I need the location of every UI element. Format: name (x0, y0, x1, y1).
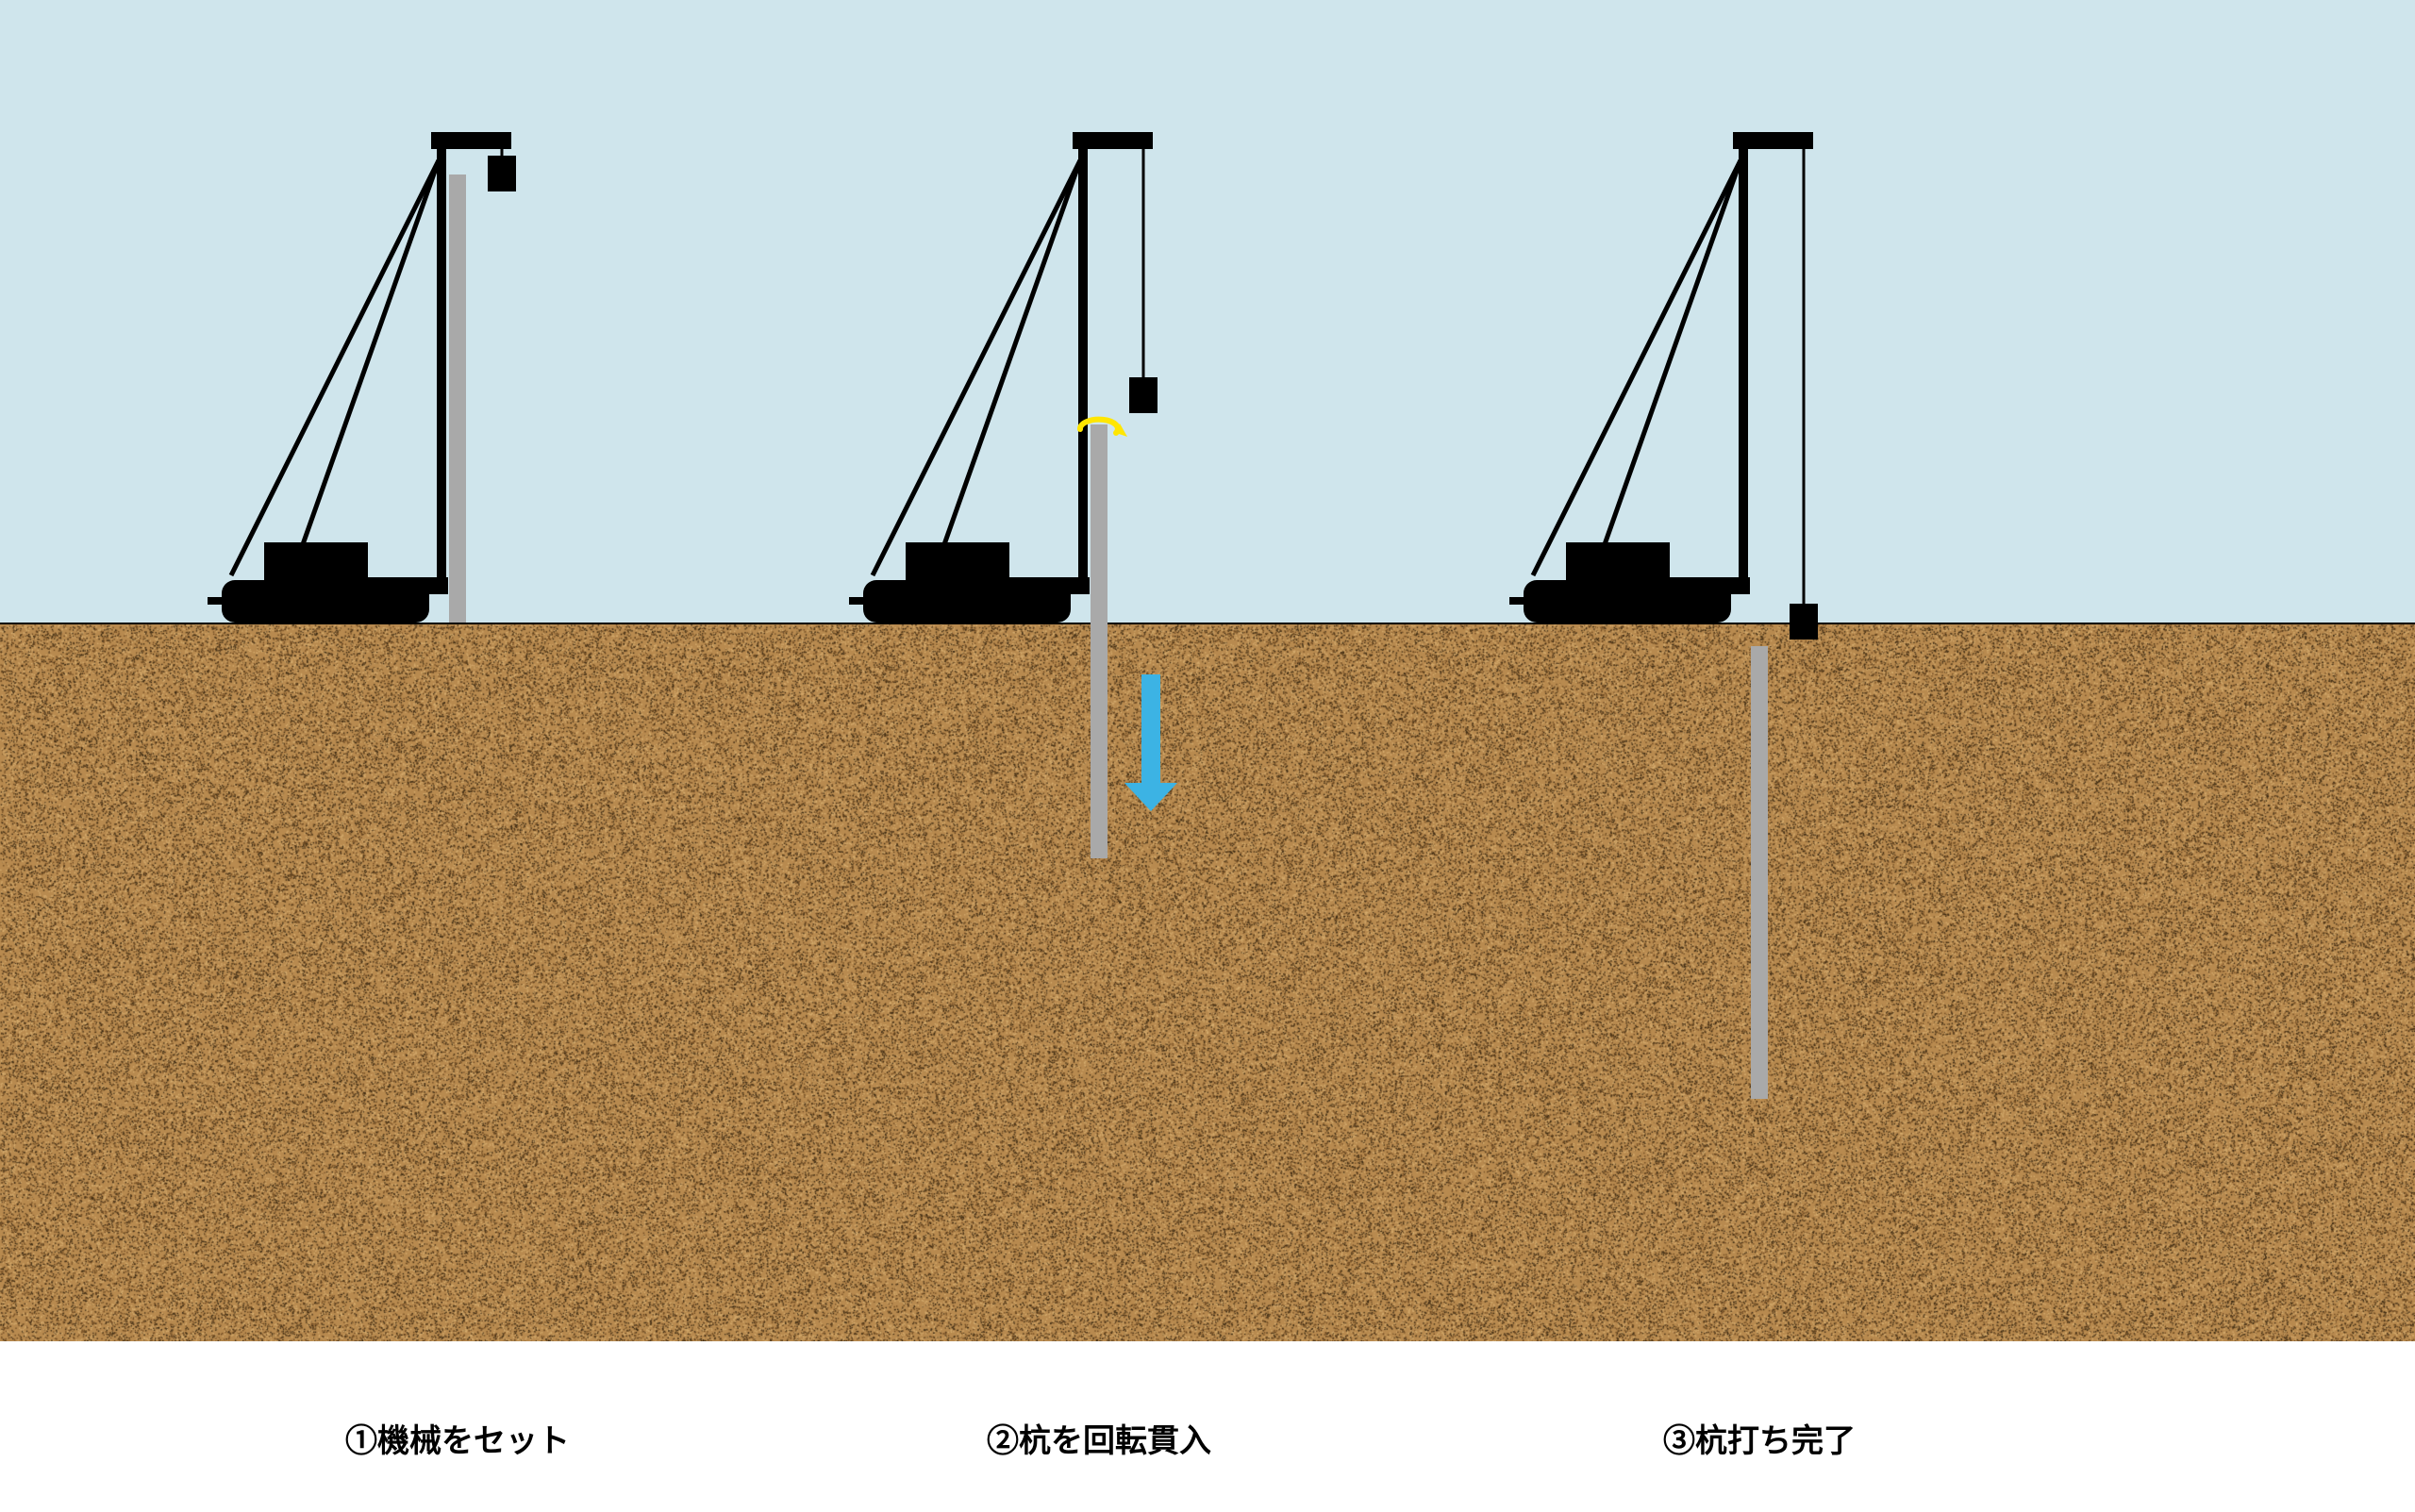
mast (1739, 132, 1748, 590)
hammer-block (1790, 604, 1818, 640)
down-arrow-icon (1124, 674, 1177, 811)
back-stay (1533, 160, 1740, 575)
tracks (222, 580, 429, 623)
mast-arm (1073, 132, 1153, 149)
pile-driver (849, 132, 1177, 858)
track-tail (208, 597, 228, 605)
pile-driver (1509, 132, 1818, 1099)
diagram-overlay (0, 0, 2415, 1512)
pile (449, 174, 466, 623)
mast (1078, 132, 1088, 590)
mast (437, 132, 446, 590)
pile (1091, 424, 1108, 858)
step-label: ③杭打ち完了 (1590, 1415, 1929, 1461)
tracks (1524, 580, 1731, 623)
pile-driver (208, 132, 516, 623)
hammer-block (1129, 377, 1158, 413)
mast-arm (1733, 132, 1813, 149)
back-stay (873, 160, 1080, 575)
step-label: ②杭を回転貫入 (929, 1415, 1269, 1461)
step-label: ①機械をセット (288, 1415, 627, 1461)
back-stay (1604, 160, 1740, 547)
track-tail (849, 597, 870, 605)
mast-arm (431, 132, 511, 149)
back-stay (231, 160, 439, 575)
tracks (863, 580, 1071, 623)
back-stay (943, 160, 1080, 547)
back-stay (302, 160, 439, 547)
pile (1751, 646, 1768, 1099)
track-tail (1509, 597, 1530, 605)
hammer-block (488, 156, 516, 191)
